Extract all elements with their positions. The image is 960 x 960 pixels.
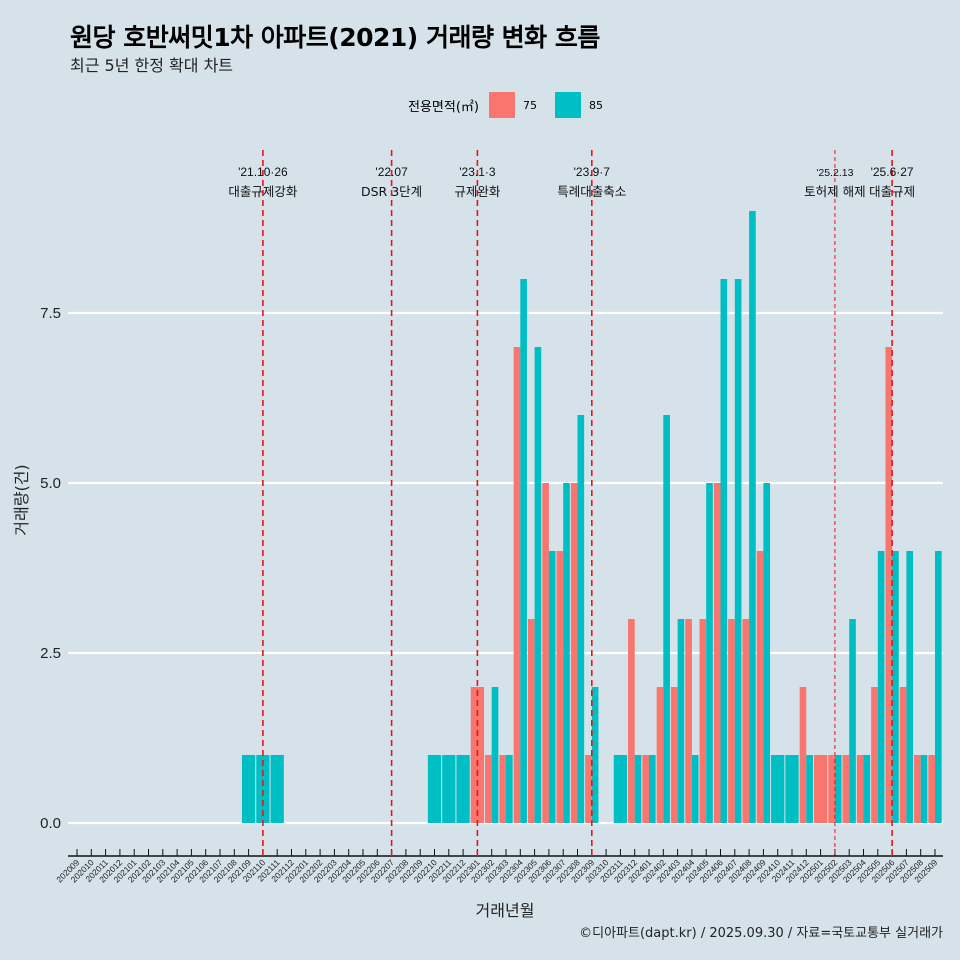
bar-85 xyxy=(691,755,699,823)
y-tick-label: 2.5 xyxy=(40,645,61,662)
bar-85 xyxy=(270,755,284,823)
event-date: '21.10·26 xyxy=(238,165,288,179)
bar-85 xyxy=(427,755,442,823)
bar-85 xyxy=(520,279,527,823)
bar-85 xyxy=(734,279,742,823)
event-label: DSR 3단계 xyxy=(361,184,422,199)
bar-75 xyxy=(485,755,492,823)
chart-title: 원당 호반써밋1차 아파트(2021) 거래량 변화 흐름 xyxy=(70,23,600,52)
event-date: '22.07 xyxy=(375,165,408,179)
bar-85 xyxy=(634,755,642,823)
bar-75 xyxy=(670,687,678,823)
bar-85 xyxy=(877,551,885,823)
bar-85 xyxy=(663,415,670,823)
bar-85 xyxy=(906,551,914,823)
event-date: '25.2.13 xyxy=(816,167,853,179)
bar-75 xyxy=(842,755,850,823)
legend-label-75: 75 xyxy=(522,98,537,112)
bar-85 xyxy=(920,755,928,823)
bar-75 xyxy=(656,687,664,823)
bar-75 xyxy=(570,483,578,823)
x-axis-title: 거래년월 xyxy=(475,901,535,920)
legend-label-85: 85 xyxy=(588,98,603,112)
bar-85 xyxy=(892,551,899,823)
bar-75 xyxy=(899,687,907,823)
bar-85 xyxy=(506,755,513,823)
bar-85 xyxy=(785,755,799,823)
bar-75 xyxy=(527,619,535,823)
bar-75 xyxy=(828,755,835,823)
bar-85 xyxy=(677,619,685,823)
bar-85 xyxy=(720,279,728,823)
source-caption: ©디아파트(dapt.kr) / 2025.09.30 / 자료=국토교통부 실… xyxy=(579,926,943,941)
bar-75 xyxy=(799,687,807,823)
bar-75 xyxy=(699,619,707,823)
event-label: 규제완화 xyxy=(454,184,501,199)
bar-85 xyxy=(935,551,942,823)
legend-swatch-85 xyxy=(554,92,581,118)
bar-85 xyxy=(491,687,499,823)
bar-85 xyxy=(577,415,585,823)
event-label: 대출규제 xyxy=(869,184,915,199)
bar-75 xyxy=(628,619,635,823)
bar-75 xyxy=(542,483,549,823)
y-tick-label: 5.0 xyxy=(40,475,61,492)
bar-75 xyxy=(642,755,649,823)
bar-75 xyxy=(585,755,592,823)
legend-title: 전용면적(㎡) xyxy=(408,99,479,115)
bar-85 xyxy=(241,755,256,823)
legend-swatch-75 xyxy=(488,92,515,118)
event-label: 토허제 해제 xyxy=(804,184,865,199)
bar-85 xyxy=(534,347,542,823)
bar-85 xyxy=(863,755,871,823)
bar-85 xyxy=(763,483,771,823)
bar-85 xyxy=(256,755,270,823)
bar-85 xyxy=(749,211,756,823)
bar-85 xyxy=(771,755,785,823)
bar-75 xyxy=(499,755,506,823)
bar-85 xyxy=(563,483,570,823)
bar-75 xyxy=(556,551,564,823)
legend: 전용면적(㎡) 75 85 xyxy=(408,92,621,118)
y-tick-label: 7.5 xyxy=(40,305,61,322)
bar-85 xyxy=(706,483,713,823)
bar-75 xyxy=(813,755,828,823)
bar-75 xyxy=(914,755,921,823)
event-date: '23.1·3 xyxy=(459,165,496,179)
event-date: '23.9·7 xyxy=(574,165,611,179)
bar-85 xyxy=(456,755,470,823)
bar-75 xyxy=(871,687,878,823)
bar-75 xyxy=(685,619,692,823)
bar-75 xyxy=(756,551,764,823)
bar-75 xyxy=(742,619,750,823)
chart-subtitle: 최근 5년 한정 확대 차트 xyxy=(70,56,234,75)
bar-85 xyxy=(613,755,628,823)
bar-85 xyxy=(548,551,556,823)
bar-85 xyxy=(591,687,599,823)
bar-85 xyxy=(442,755,456,823)
event-label: 특례대출축소 xyxy=(557,184,626,199)
bar-85 xyxy=(806,755,813,823)
bar-75 xyxy=(856,755,864,823)
bar-75 xyxy=(513,347,521,823)
bar-85 xyxy=(649,755,656,823)
event-label: 대출규제강화 xyxy=(228,184,298,199)
y-axis-title: 거래량(건) xyxy=(12,464,31,536)
y-tick-label: 0.0 xyxy=(40,815,61,832)
bar-75 xyxy=(713,483,721,823)
bar-75 xyxy=(928,755,935,823)
bar-85 xyxy=(849,619,856,823)
bar-85 xyxy=(834,755,842,823)
event-date: '25.6·27 xyxy=(871,165,914,179)
bar-75 xyxy=(885,347,893,823)
bar-75 xyxy=(728,619,735,823)
